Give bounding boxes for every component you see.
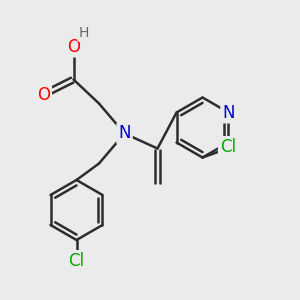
Text: H: H [79,26,89,40]
Text: Cl: Cl [220,138,236,156]
Text: Cl: Cl [68,252,85,270]
Text: N: N [118,124,131,142]
Text: O: O [67,38,80,56]
Text: O: O [37,85,50,103]
Text: N: N [222,103,235,122]
